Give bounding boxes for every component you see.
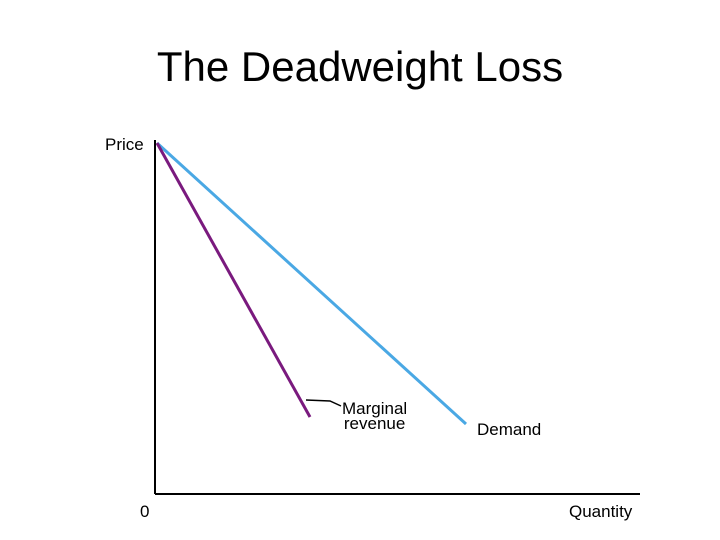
marginal-revenue-leader-line — [305, 399, 342, 407]
slide-title: The Deadweight Loss — [156, 43, 564, 90]
demand-curve-label: Demand — [477, 420, 542, 439]
marginal-revenue-label-line2: revenue — [343, 414, 406, 433]
x-axis-label: Quantity — [569, 502, 633, 521]
y-axis-label: Price — [105, 135, 144, 154]
marginal-revenue-curve — [155, 142, 312, 418]
origin-label: 0 — [140, 502, 150, 521]
demand-curve — [155, 141, 468, 426]
marginal-revenue-label: Marginal revenue — [342, 399, 408, 433]
marginal-revenue-label-line1: Marginal — [342, 399, 408, 418]
